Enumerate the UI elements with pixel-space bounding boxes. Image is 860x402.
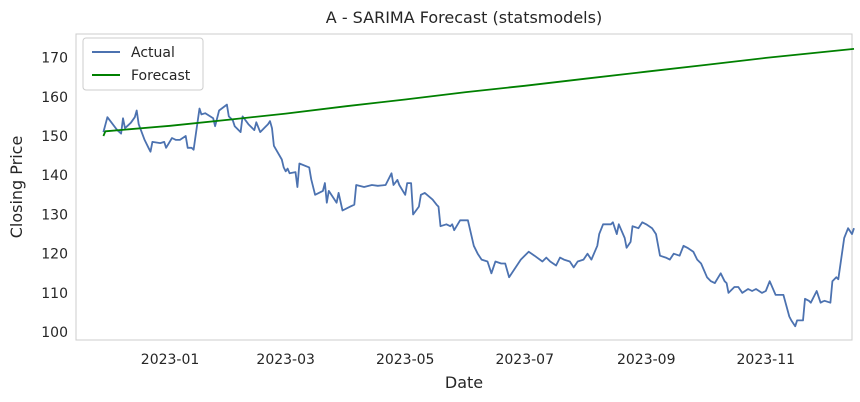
- x-axis-ticks: 2023-01 2023-03 2023-05 2023-07 2023-09 2023-…: [141, 352, 795, 368]
- y-tick-label: 130: [41, 207, 68, 223]
- y-tick-label: 160: [41, 90, 68, 106]
- x-axis-title: Date: [445, 373, 483, 392]
- y-tick-label: 120: [41, 247, 68, 263]
- series-layer: [102, 48, 855, 328]
- y-axis-title: Closing Price: [7, 136, 26, 239]
- x-tick-label: 2023-07: [495, 352, 554, 368]
- legend: Actual Forecast: [82, 37, 204, 91]
- x-tick-label: 2023-09: [617, 352, 676, 368]
- x-tick-label: 2023-05: [376, 352, 435, 368]
- y-tick-label: 100: [41, 325, 68, 341]
- y-tick-label: 140: [41, 168, 68, 184]
- legend-label-forecast: Forecast: [131, 68, 191, 84]
- y-tick-label: 150: [41, 129, 68, 145]
- series-line-actual: [102, 103, 855, 328]
- x-tick-label: 2023-01: [141, 352, 200, 368]
- y-tick-label: 170: [41, 51, 68, 67]
- series-line-forecast: [102, 48, 855, 137]
- x-tick-label: 2023-11: [737, 352, 796, 368]
- y-tick-label: 110: [41, 286, 68, 302]
- legend-label-actual: Actual: [131, 45, 175, 61]
- chart-title: A - SARIMA Forecast (statsmodels): [326, 8, 602, 27]
- x-tick-label: 2023-03: [256, 352, 315, 368]
- plot-area: [75, 33, 853, 341]
- y-axis-ticks: 100 110 120 130 140 150 160 170: [41, 51, 68, 342]
